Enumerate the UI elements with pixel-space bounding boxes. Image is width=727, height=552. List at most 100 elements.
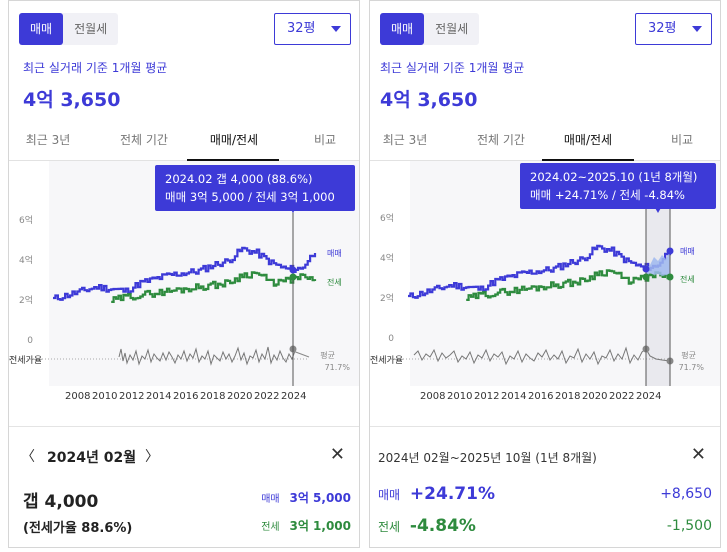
jeonse-point-end bbox=[666, 273, 674, 281]
jeonse-pct: -4.84% bbox=[409, 516, 476, 536]
close-icon[interactable]: ✕ bbox=[329, 444, 345, 465]
x-tick: 2016 bbox=[528, 391, 553, 401]
detail-title: 2024년 02월 bbox=[47, 450, 137, 466]
ratio-label: 전세가율 bbox=[370, 355, 403, 366]
area-select-value: 32평 bbox=[287, 21, 316, 36]
x-tick: 2014 bbox=[146, 391, 171, 401]
x-tick: 2020 bbox=[227, 391, 252, 401]
sale-series-line bbox=[408, 244, 672, 299]
sale-price-row: 매매 3억 5,000 bbox=[261, 489, 351, 506]
tab-sale-jeonse[interactable]: 매매/전세 bbox=[209, 133, 259, 147]
jeonse-series-label: 전세 bbox=[327, 277, 342, 287]
ratio-label: 전세가율 bbox=[9, 355, 42, 366]
series-path bbox=[408, 244, 672, 299]
left-panel: 매매 전월세 32평 최근 실거래 기준 1개월 평균 4억 3,650 최근 … bbox=[8, 0, 360, 548]
x-tick: 2020 bbox=[582, 391, 607, 401]
x-tick: 2022 bbox=[254, 391, 279, 401]
jeonse-series-label: 전세 bbox=[680, 274, 695, 284]
next-month-button[interactable]: 〉 bbox=[145, 449, 159, 465]
sale-series-line bbox=[53, 246, 317, 301]
chevron-down-icon bbox=[692, 26, 702, 32]
y-tick-2: 2억 bbox=[380, 292, 394, 304]
area-select[interactable]: 32평 bbox=[274, 13, 351, 45]
sale-series-label: 매매 bbox=[680, 247, 695, 256]
jeonse-series-line bbox=[466, 269, 672, 301]
ratio-avg-value: 71.7% bbox=[679, 363, 705, 372]
detail-title: 2024년 02월~2025년 10월 (1년 8개월) bbox=[378, 451, 597, 465]
jeonse-label: 전세 bbox=[378, 520, 401, 534]
price-subtitle: 최근 실거래 기준 1개월 평균 bbox=[23, 61, 168, 75]
y-tick-0: 0 bbox=[27, 336, 33, 346]
jeonse-change-row: 전세 -4.84% bbox=[378, 516, 476, 536]
period-tabs: 최근 3년 전체 기간 매매/전세 비교 bbox=[370, 119, 720, 161]
y-tick-2: 2억 bbox=[19, 294, 33, 306]
average-price: 4억 3,650 bbox=[23, 89, 121, 111]
rent-tab[interactable]: 전월세 bbox=[435, 22, 469, 36]
sale-tab[interactable]: 매매 bbox=[380, 13, 425, 45]
trade-type-toggle: 매매 전월세 bbox=[19, 13, 119, 45]
ratio-avg-label: 평균 bbox=[320, 350, 335, 360]
ratio-series-line bbox=[118, 346, 296, 366]
jeonse-value: 3억 1,000 bbox=[289, 519, 351, 533]
jeonse-label: 전세 bbox=[261, 522, 280, 533]
sale-point bbox=[289, 266, 297, 274]
detail-panel: 〈 2024년 02월 〉 ✕ 갭 4,000 (전세가율 88.6%) 매매 … bbox=[9, 426, 359, 547]
ratio-connector bbox=[292, 350, 310, 358]
x-tick: 2010 bbox=[447, 391, 472, 401]
tab-recent-3y[interactable]: 최근 3년 bbox=[382, 133, 428, 147]
tooltip-line1: 2024.02~2025.10 (1년 8개월) bbox=[530, 170, 698, 184]
x-tick: 2014 bbox=[501, 391, 526, 401]
right-panel: 매매 전월세 32평 최근 실거래 기준 1개월 평균 4억 3,650 최근 … bbox=[369, 0, 721, 548]
detail-panel: 2024년 02월~2025년 10월 (1년 8개월) ✕ 매매 +24.71… bbox=[370, 426, 720, 547]
tab-recent-3y[interactable]: 최근 3년 bbox=[25, 133, 71, 147]
chart-tooltip: 2024.02~2025.10 (1년 8개월) 매매 +24.71% / 전세… bbox=[520, 163, 716, 209]
tab-all-period[interactable]: 전체 기간 bbox=[120, 133, 168, 147]
tooltip-line2: 매매 +24.71% / 전세 -4.84% bbox=[530, 188, 685, 202]
tab-all-period[interactable]: 전체 기간 bbox=[477, 133, 525, 147]
gap-value: 갭 4,000 bbox=[23, 492, 99, 512]
trade-type-toggle: 매매 전월세 bbox=[380, 13, 480, 45]
area-select[interactable]: 32평 bbox=[635, 13, 712, 45]
tab-compare[interactable]: 비교 bbox=[313, 133, 337, 147]
sale-series-label: 매매 bbox=[327, 249, 342, 258]
tooltip-line1: 2024.02 갭 4,000 (88.6%) bbox=[165, 172, 313, 186]
x-tick: 2024 bbox=[636, 391, 661, 401]
jeonse-point bbox=[289, 273, 297, 281]
x-tick: 2018 bbox=[200, 391, 225, 401]
rent-tab[interactable]: 전월세 bbox=[74, 22, 108, 36]
average-price: 4억 3,650 bbox=[380, 89, 478, 111]
x-tick: 2012 bbox=[119, 391, 144, 401]
y-tick-4: 4억 bbox=[380, 252, 394, 264]
active-tab-indicator bbox=[187, 159, 279, 161]
close-icon[interactable]: ✕ bbox=[690, 444, 706, 465]
y-tick-6: 6억 bbox=[380, 212, 394, 224]
price-subtitle: 최근 실거래 기준 1개월 평균 bbox=[380, 61, 525, 75]
sale-diff: +8,650 bbox=[660, 486, 712, 502]
ratio-avg-label: 평균 bbox=[681, 350, 696, 360]
y-tick-0: 0 bbox=[388, 334, 394, 344]
jeonse-series-line bbox=[111, 271, 317, 303]
tab-compare[interactable]: 비교 bbox=[670, 133, 694, 147]
period-tabs: 최근 3년 전체 기간 매매/전세 비교 bbox=[9, 119, 359, 161]
x-tick: 2008 bbox=[65, 391, 90, 401]
x-tick: 2022 bbox=[609, 391, 634, 401]
sale-point-start bbox=[642, 265, 650, 273]
x-axis: 2008 2010 2012 2014 2016 2018 2020 2022 … bbox=[420, 391, 661, 401]
sale-change-row: 매매 +24.71% bbox=[378, 484, 495, 504]
prev-month-button[interactable]: 〈 bbox=[21, 449, 35, 465]
sale-tab[interactable]: 매매 bbox=[19, 13, 64, 45]
tab-sale-jeonse[interactable]: 매매/전세 bbox=[563, 133, 613, 147]
x-tick: 2010 bbox=[92, 391, 117, 401]
x-axis: 2008 2010 2012 2014 2016 2018 2020 2022 … bbox=[65, 391, 306, 401]
series-path bbox=[53, 246, 317, 301]
range-change-area bbox=[646, 251, 670, 277]
tooltip-line2: 매매 3억 5,000 / 전세 3억 1,000 bbox=[165, 190, 335, 204]
sale-pct: +24.71% bbox=[409, 484, 495, 504]
sale-point-end bbox=[666, 247, 674, 255]
jeonse-diff: -1,500 bbox=[666, 518, 712, 534]
sale-label: 매매 bbox=[378, 488, 401, 502]
x-tick: 2018 bbox=[555, 391, 580, 401]
series-path bbox=[111, 271, 317, 303]
jeonse-ratio-value: (전세가율 88.6%) bbox=[23, 521, 133, 536]
series-path bbox=[466, 269, 672, 301]
